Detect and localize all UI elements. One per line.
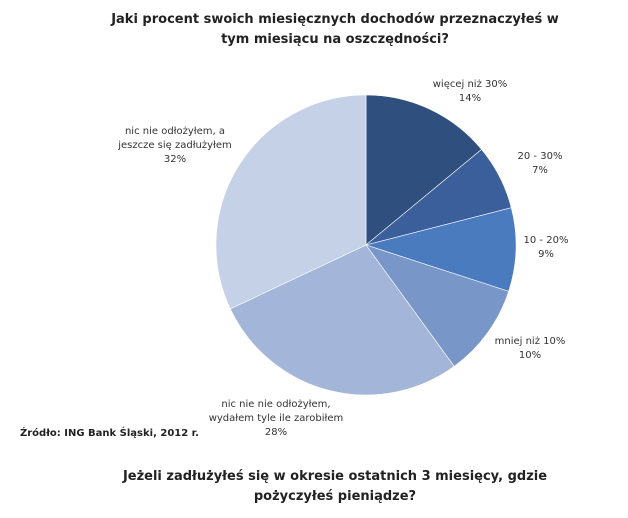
pie-slice [364, 207, 517, 292]
pie-slice [365, 94, 482, 246]
chart-title: Jaki procent swoich miesięcznych dochodó… [111, 12, 559, 47]
slice-label: mniej niż 10% 10% [480, 335, 580, 363]
category-label: więcej niż 30% [432, 79, 508, 90]
value-label: 9% [538, 249, 554, 260]
value-label: 28% [264, 427, 288, 438]
source: Źródło: ING Bank Śląski, 2012 r. [20, 428, 199, 439]
slice-label: 10 - 20% 9% [501, 234, 591, 262]
value-label: 7% [532, 165, 548, 176]
slice-label: 20 - 30% 7% [495, 150, 585, 178]
slice-label: nic nie nie odłożyłem, wydałem tyle ile … [201, 398, 351, 440]
category-label: nic nie odłożyłem, a jeszcze się zadłuży… [118, 126, 232, 151]
next-question: Jeżeli zadłużyłeś się w okresie ostatnic… [122, 469, 548, 504]
slice-label: nic nie odłożyłem, a jeszcze się zadłuży… [110, 125, 240, 167]
category-label: nic nie nie odłożyłem, wydałem tyle ile … [208, 399, 344, 424]
slice-label: więcej niż 30% 14% [415, 78, 525, 106]
value-label: 10% [518, 350, 542, 361]
category-label: mniej niż 10% [494, 336, 566, 347]
pie-slice [365, 244, 510, 367]
pie-slice [215, 94, 367, 310]
value-label: 14% [458, 93, 482, 104]
pie-slice [229, 244, 455, 396]
category-label: 10 - 20% [523, 235, 569, 246]
category-label: 20 - 30% [517, 151, 563, 162]
value-label: 32% [163, 154, 187, 165]
